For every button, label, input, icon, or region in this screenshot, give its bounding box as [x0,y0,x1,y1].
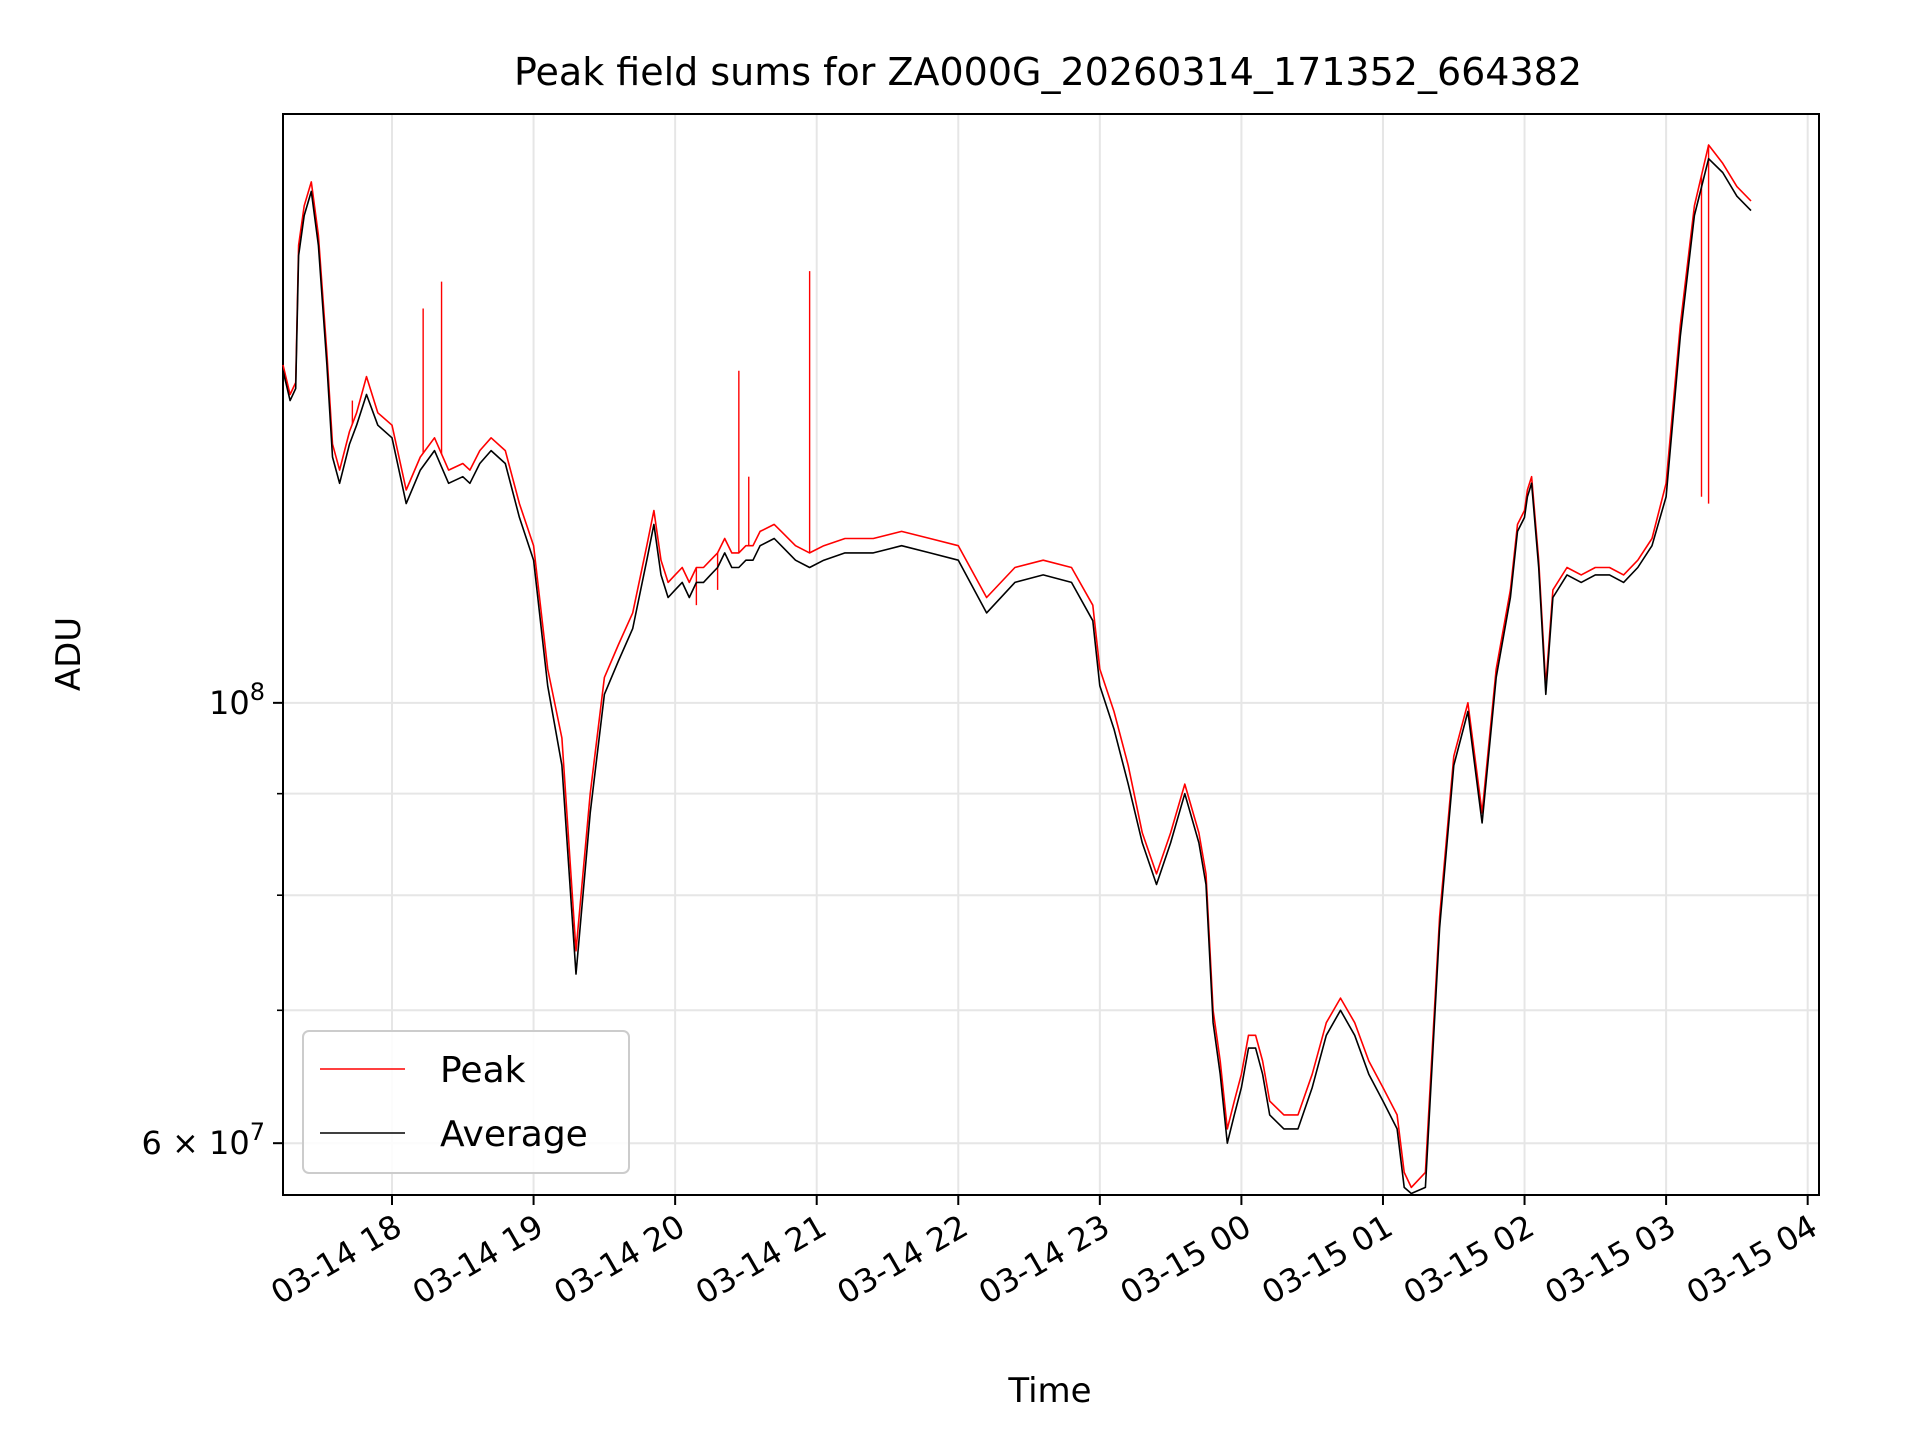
data-series [282,144,1752,1195]
legend: Peak Average [302,1030,630,1174]
grid-lines [283,114,1819,1195]
legend-peak-label: Peak [440,1050,526,1091]
legend-box [302,1030,630,1174]
y-tick-label: 108 [209,678,265,722]
average-series-line [282,157,1752,1195]
chart-title: Peak field sums for ZA000G_20260314_1713… [514,50,1582,94]
legend-average-label: Average [440,1114,588,1155]
y-tick-label: 6 × 107 [141,1118,265,1162]
y-axis-label: ADU [49,617,89,691]
plot-area-frame [282,113,1820,1196]
x-axis-label: Time [1007,1371,1091,1411]
